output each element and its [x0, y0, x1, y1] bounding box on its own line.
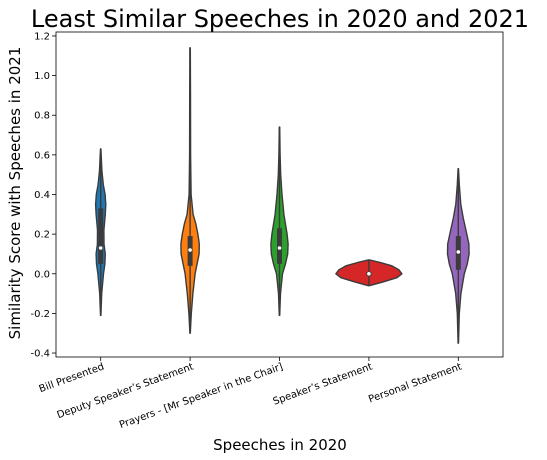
y-tick-label: 1.2: [34, 31, 50, 42]
x-tick-label: Prayers - [Mr Speaker in the Chair]: [118, 361, 285, 431]
y-tick-label: -0.2: [30, 309, 50, 320]
y-axis-ticks: -0.4 -0.2 0.0 0.2 0.4 0.6 0.8 1.0 1.2: [30, 31, 56, 360]
y-tick-label: 0.0: [34, 269, 50, 280]
y-tick-label: 0.6: [34, 150, 50, 161]
chart-title: Least Similar Speeches in 2020 and 2021: [31, 5, 529, 33]
y-tick-label: 0.8: [34, 111, 50, 122]
violins: [94, 47, 470, 344]
violin-iqr-box: [277, 228, 282, 264]
violin-median-point: [188, 248, 192, 252]
x-tick-label: Personal Statement: [367, 361, 463, 405]
y-tick-label: 1.0: [34, 71, 50, 82]
violin-median-point: [277, 246, 282, 250]
y-tick-label: -0.4: [30, 349, 50, 360]
violin-median-point: [456, 250, 461, 254]
violin-iqr-box: [98, 208, 104, 264]
plot-frame: [55, 31, 504, 358]
x-tick-label: Bill Presented: [38, 361, 106, 395]
x-tick-label: Speaker’s Statement: [272, 361, 374, 407]
x-axis-label: Speeches in 2020: [213, 436, 347, 454]
y-tick-label: 0.4: [34, 190, 50, 201]
y-axis-label: Similarity Score with Speeches in 2021: [6, 47, 24, 340]
violin-median-point: [367, 271, 371, 276]
y-tick-label: 0.2: [34, 230, 50, 241]
violin-median-point: [98, 246, 103, 250]
